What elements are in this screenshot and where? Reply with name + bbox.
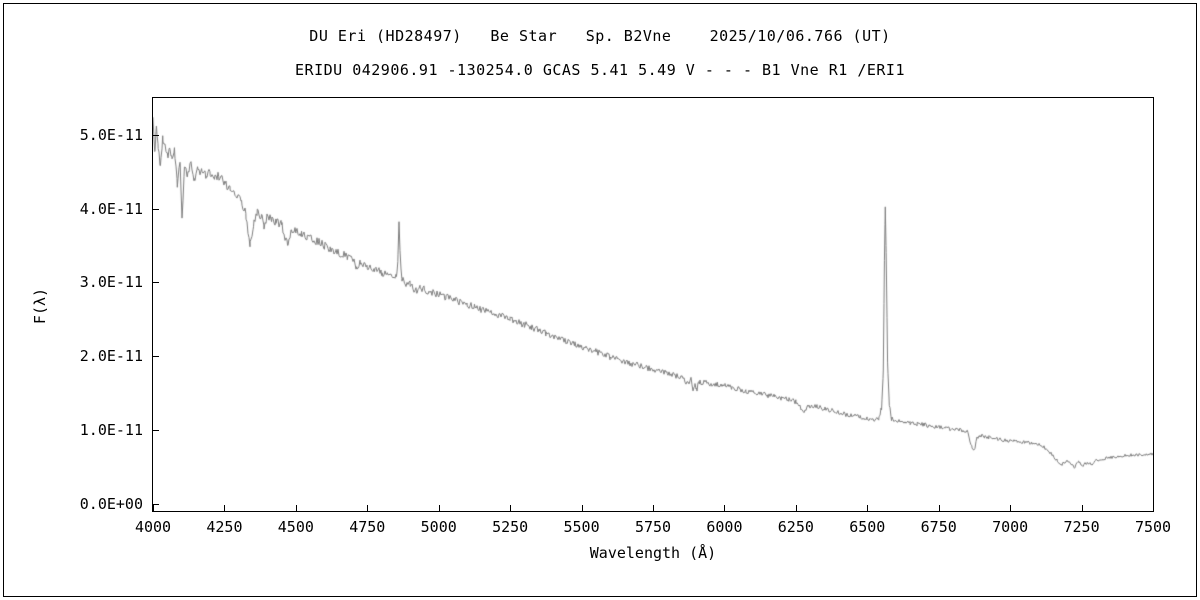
plot-frame	[152, 97, 1154, 512]
x-axis-label: Wavelength (Å)	[589, 544, 717, 562]
outer-border	[3, 3, 1197, 597]
chart-subtitle: ERIDU 042906.91 -130254.0 GCAS 5.41 5.49…	[295, 61, 905, 79]
y-axis-label: F(λ)	[31, 287, 49, 325]
chart-title: DU Eri (HD28497) Be Star Sp. B2Vne 2025/…	[309, 27, 891, 45]
spectrum-trace	[153, 98, 1153, 511]
